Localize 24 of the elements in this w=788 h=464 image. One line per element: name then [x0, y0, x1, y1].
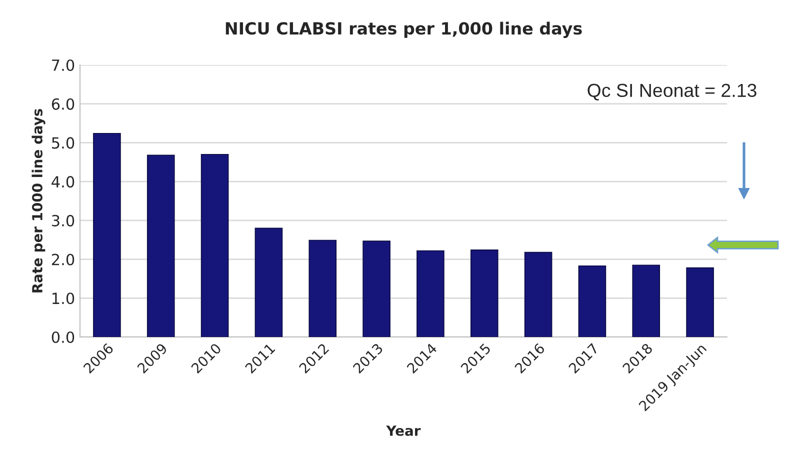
y-tick-label: 7.0: [52, 59, 74, 72]
bar: [146, 154, 175, 337]
bar: [632, 264, 660, 337]
y-tick-label: 1.0: [52, 292, 74, 304]
y-tick-label: 2.0: [52, 254, 74, 266]
bar: [578, 265, 606, 337]
bar: [254, 228, 283, 337]
bar: [308, 240, 337, 337]
y-tick-label: 6.0: [52, 98, 74, 110]
x-axis-title: Year: [386, 426, 421, 436]
bar: [200, 154, 229, 337]
bar: [362, 240, 390, 337]
y-tick-label: 3.0: [52, 214, 74, 226]
y-tick-label: 4.0: [52, 176, 74, 188]
annotation: Qc SI Neonat = 2.13: [588, 84, 756, 100]
bar: [686, 267, 714, 337]
bar: [416, 250, 444, 337]
y-axis-title: Rate per 1000 line days: [32, 108, 46, 292]
bar: [93, 132, 121, 337]
chart-title: NICU CLABSI rates per 1,000 line days: [226, 22, 582, 38]
y-tick-label: 0.0: [52, 331, 74, 344]
y-tick-label: 5.0: [52, 137, 74, 149]
bar: [524, 252, 552, 337]
bar: [470, 250, 498, 337]
